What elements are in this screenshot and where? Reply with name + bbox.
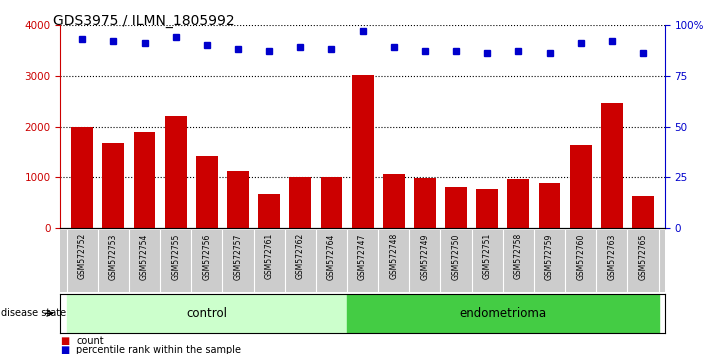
Text: ■: ■: [60, 346, 70, 354]
Text: percentile rank within the sample: percentile rank within the sample: [76, 346, 241, 354]
Bar: [632, 196, 654, 228]
Text: GSM572759: GSM572759: [545, 233, 554, 280]
Text: disease state: disease state: [1, 308, 66, 318]
Bar: [102, 143, 124, 228]
Text: GSM572747: GSM572747: [358, 233, 367, 280]
Bar: [67, 294, 347, 333]
Text: GSM572748: GSM572748: [389, 233, 398, 279]
Bar: [165, 116, 186, 228]
Bar: [289, 177, 311, 228]
Text: GSM572755: GSM572755: [171, 233, 180, 280]
Bar: [414, 178, 436, 228]
Bar: [508, 179, 529, 228]
Text: GSM572758: GSM572758: [514, 233, 523, 279]
Bar: [352, 75, 373, 228]
Bar: [321, 177, 343, 228]
Text: GSM572750: GSM572750: [451, 233, 461, 280]
Bar: [258, 194, 280, 228]
Text: GSM572752: GSM572752: [77, 233, 87, 279]
Bar: [445, 187, 467, 228]
Text: endometrioma: endometrioma: [459, 307, 546, 320]
Text: ■: ■: [60, 336, 70, 346]
Text: GSM572761: GSM572761: [264, 233, 274, 279]
Text: GSM572765: GSM572765: [638, 233, 648, 280]
Text: GSM572754: GSM572754: [140, 233, 149, 280]
Text: GSM572760: GSM572760: [576, 233, 585, 280]
Text: GSM572762: GSM572762: [296, 233, 305, 279]
Text: count: count: [76, 336, 104, 346]
Text: GSM572756: GSM572756: [203, 233, 211, 280]
Text: GSM572753: GSM572753: [109, 233, 118, 280]
Text: GDS3975 / ILMN_1805992: GDS3975 / ILMN_1805992: [53, 14, 235, 28]
Bar: [383, 175, 405, 228]
Text: GSM572749: GSM572749: [420, 233, 429, 280]
Bar: [196, 155, 218, 228]
Bar: [601, 103, 623, 228]
Text: GSM572751: GSM572751: [483, 233, 492, 279]
Text: GSM572757: GSM572757: [233, 233, 242, 280]
Bar: [347, 294, 658, 333]
Bar: [539, 183, 560, 228]
Text: control: control: [186, 307, 228, 320]
Text: GSM572764: GSM572764: [327, 233, 336, 280]
Text: GSM572763: GSM572763: [607, 233, 616, 280]
Bar: [476, 189, 498, 228]
Bar: [227, 171, 249, 228]
Bar: [134, 132, 156, 228]
Bar: [570, 145, 592, 228]
Bar: [71, 127, 93, 228]
